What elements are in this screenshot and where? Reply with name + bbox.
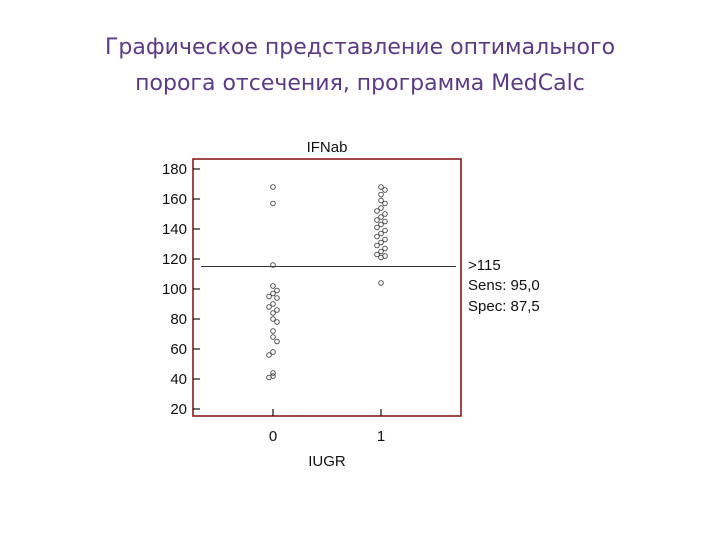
data-point <box>374 233 380 240</box>
data-point <box>382 211 388 217</box>
data-point <box>274 287 280 294</box>
data-point <box>374 242 380 249</box>
data-point <box>266 304 272 310</box>
data-point <box>270 283 276 289</box>
data-point <box>270 200 276 207</box>
data-point <box>382 227 388 234</box>
slide-title-line-2: порога отсечения, программа MedCalc <box>135 71 585 96</box>
data-point <box>270 262 276 268</box>
x-tick-label: 0 <box>269 428 277 445</box>
y-tick-label: 160 <box>162 191 187 208</box>
data-point <box>382 218 388 225</box>
data-point <box>378 191 384 198</box>
x-tick-label: 1 <box>377 428 385 445</box>
cutoff-criterion-label: >115 <box>468 257 501 274</box>
data-point <box>374 217 380 223</box>
slide-title-line-1: Графическое представление оптимального <box>104 35 616 60</box>
data-point <box>378 248 384 255</box>
data-point <box>374 224 380 231</box>
data-point <box>378 205 384 211</box>
data-point <box>374 208 380 214</box>
data-point <box>270 184 276 190</box>
data-point <box>382 200 388 207</box>
slide-title: Графическое представление оптимального п… <box>0 30 720 102</box>
data-point <box>374 251 380 258</box>
data-point <box>266 352 272 358</box>
data-point <box>378 214 384 220</box>
data-point <box>270 334 276 340</box>
data-point <box>378 239 384 246</box>
y-tick-label: 40 <box>170 371 187 388</box>
sensitivity-label: Sens: 95,0 <box>468 277 540 294</box>
data-point <box>378 230 384 237</box>
data-point <box>274 307 280 313</box>
y-tick-label: 60 <box>170 341 187 358</box>
x-axis-label: IUGR <box>308 453 346 470</box>
data-point <box>270 328 276 334</box>
data-point <box>270 301 276 307</box>
data-point <box>378 221 384 228</box>
data-point <box>274 338 280 345</box>
data-points <box>266 184 388 381</box>
chart-title: IFNab <box>307 139 348 156</box>
y-tick-label: 180 <box>162 161 187 178</box>
plot-frame <box>192 158 462 417</box>
specificity-label: Spec: 87,5 <box>468 298 540 315</box>
data-point <box>270 370 276 376</box>
data-point <box>270 349 276 355</box>
y-tick-label: 100 <box>162 281 187 298</box>
data-point <box>266 374 272 381</box>
data-point <box>378 197 384 204</box>
data-point <box>270 290 276 297</box>
data-point <box>378 280 384 286</box>
data-point <box>382 245 388 252</box>
data-point <box>270 316 276 322</box>
data-point <box>270 310 276 316</box>
data-point <box>266 293 272 300</box>
data-point <box>382 236 388 243</box>
y-tick-label: 20 <box>170 401 187 418</box>
data-point <box>378 184 384 190</box>
data-point <box>378 254 384 261</box>
y-axis: 20 40 60 80 100 120 140 160 180 <box>162 161 200 418</box>
y-tick-label: 140 <box>162 221 187 238</box>
data-point <box>274 295 280 301</box>
y-tick-label: 120 <box>162 251 187 268</box>
data-point <box>382 187 388 193</box>
y-tick-label: 80 <box>170 311 187 328</box>
data-point <box>274 319 280 325</box>
